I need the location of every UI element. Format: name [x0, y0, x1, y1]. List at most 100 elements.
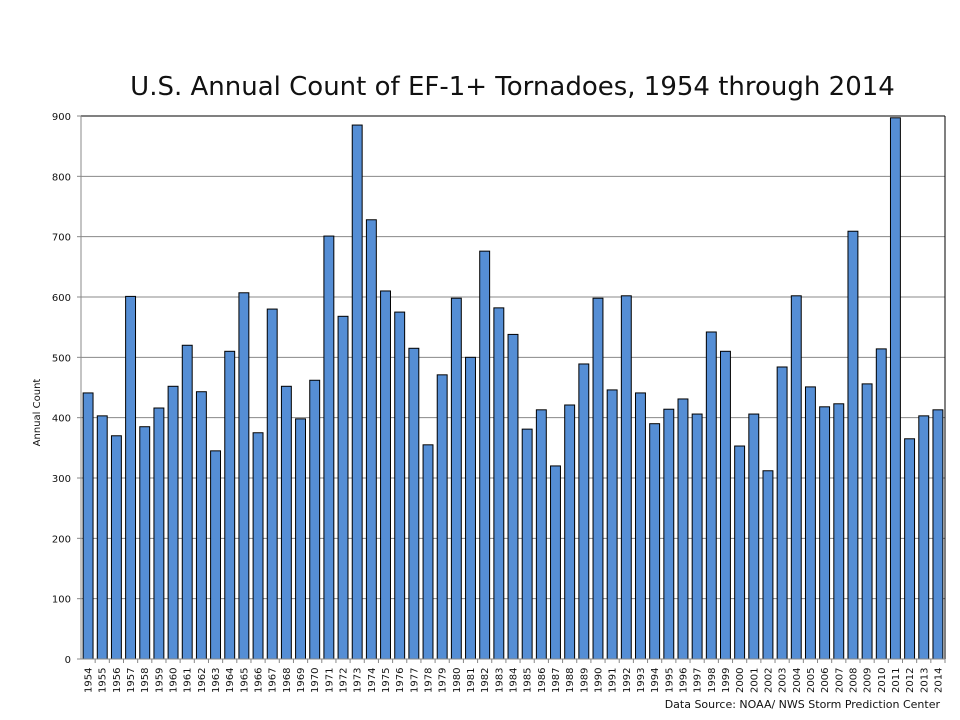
y-tick-label: 200 — [52, 534, 71, 545]
x-tick-label: 1985 — [523, 668, 534, 693]
bar-2002 — [762, 470, 774, 660]
x-tick-label: 1973 — [353, 668, 364, 693]
bar-1974 — [365, 219, 377, 660]
bar-1971 — [323, 235, 335, 660]
x-tick-label: 1955 — [98, 668, 109, 693]
x-tick-label: 1992 — [622, 668, 633, 693]
x-tick-label: 1977 — [409, 668, 420, 693]
x-tick-label: 1970 — [310, 668, 321, 693]
x-tick-label: 2005 — [806, 668, 817, 693]
x-tick-label: 2011 — [891, 668, 902, 693]
bar-1957 — [125, 295, 137, 660]
bar-2012 — [904, 438, 916, 660]
bar-2000 — [734, 445, 746, 660]
x-tick-label: 1964 — [225, 668, 236, 693]
x-tick-label: 1983 — [494, 668, 505, 693]
bar-1999 — [720, 350, 731, 660]
bar-1995 — [663, 408, 675, 660]
x-tick-label: 1976 — [395, 668, 406, 693]
y-tick-label: 900 — [52, 112, 71, 123]
y-tick-label: 0 — [65, 655, 71, 666]
bar-1959 — [153, 407, 165, 660]
bar-2004 — [790, 295, 802, 660]
x-tick-label: 2009 — [863, 668, 874, 693]
bar-2001 — [748, 413, 760, 660]
x-tick-label: 1972 — [339, 668, 350, 693]
bar-2006 — [819, 406, 831, 660]
bar-1968 — [280, 385, 292, 660]
x-tick-label: 1997 — [693, 668, 704, 693]
x-tick-label: 1958 — [140, 668, 151, 693]
x-tick-label: 1975 — [381, 668, 392, 693]
bar-1992 — [620, 295, 632, 660]
bar-2008 — [847, 230, 859, 660]
x-tick-label: 1999 — [721, 668, 732, 693]
x-tick-label: 2013 — [919, 668, 930, 693]
y-axis-label: Annual Count — [32, 379, 43, 447]
y-tick-label: 700 — [52, 233, 71, 244]
x-tick-label: 2008 — [848, 668, 859, 693]
x-tick-label: 1982 — [480, 668, 491, 693]
x-tick-label: 2006 — [820, 668, 831, 693]
x-tick-label: 1978 — [424, 668, 435, 693]
y-tick-label: 800 — [52, 172, 71, 183]
bar-1955 — [96, 415, 108, 660]
bar-1956 — [110, 435, 122, 660]
bar-1965 — [238, 292, 250, 660]
bar-1994 — [649, 423, 661, 660]
x-tick-label: 1998 — [707, 668, 718, 693]
y-tick-label: 400 — [52, 414, 71, 425]
x-tick-label: 1971 — [324, 668, 335, 693]
x-tick-label: 1981 — [466, 668, 477, 693]
bar-2007 — [833, 403, 845, 660]
data-source-note: Data Source: NOAA/ NWS Storm Prediction … — [664, 698, 940, 711]
bar-2011 — [889, 117, 901, 660]
y-tick-label: 500 — [52, 353, 71, 364]
x-tick-label: 1966 — [254, 668, 265, 693]
x-tick-label: 1994 — [650, 668, 661, 693]
bar-1983 — [493, 307, 505, 660]
x-tick-label: 1986 — [537, 668, 548, 693]
x-tick-label: 1993 — [636, 668, 647, 693]
x-tick-label: 1969 — [296, 668, 307, 693]
bar-1954 — [82, 392, 94, 660]
x-tick-label: 1959 — [154, 668, 165, 693]
bar-2014 — [932, 409, 944, 660]
bar-1997 — [691, 413, 703, 660]
bar-1980 — [450, 297, 462, 660]
x-tick-label: 1963 — [211, 668, 222, 693]
bar-1984 — [507, 333, 519, 660]
x-tick-label: 1996 — [678, 668, 689, 693]
x-tick-label: 1956 — [112, 668, 123, 693]
x-tick-label: 2002 — [763, 668, 774, 693]
x-tick-label: 1987 — [551, 668, 562, 693]
bar-1973 — [351, 124, 363, 660]
bar-1963 — [210, 450, 222, 660]
bar-1982 — [479, 250, 491, 660]
bar-1958 — [139, 426, 151, 660]
bar-2003 — [776, 366, 788, 660]
x-tick-label: 1989 — [579, 668, 590, 693]
bar-1975 — [380, 290, 391, 660]
x-tick-label: 1995 — [664, 668, 675, 693]
bar-2010 — [875, 348, 887, 660]
x-tick-label: 1988 — [565, 668, 576, 693]
x-tick-label: 2004 — [792, 668, 803, 693]
bar-1990 — [592, 297, 604, 660]
bar-1972 — [337, 315, 349, 660]
bar-1998 — [705, 331, 717, 660]
bar-1966 — [252, 432, 264, 660]
bar-1964 — [224, 350, 236, 660]
y-tick-label: 300 — [52, 474, 71, 485]
x-tick-label: 1990 — [593, 668, 604, 693]
x-tick-label: 1962 — [197, 668, 208, 693]
x-tick-label: 2001 — [749, 668, 760, 693]
x-tick-label: 1984 — [509, 668, 520, 693]
x-tick-label: 1980 — [452, 668, 463, 693]
bar-2013 — [918, 415, 930, 660]
x-tick-label: 2010 — [877, 668, 888, 693]
bar-1979 — [436, 374, 448, 660]
bar-1976 — [394, 311, 406, 660]
bar-1967 — [266, 308, 278, 660]
bar-1986 — [535, 409, 547, 660]
